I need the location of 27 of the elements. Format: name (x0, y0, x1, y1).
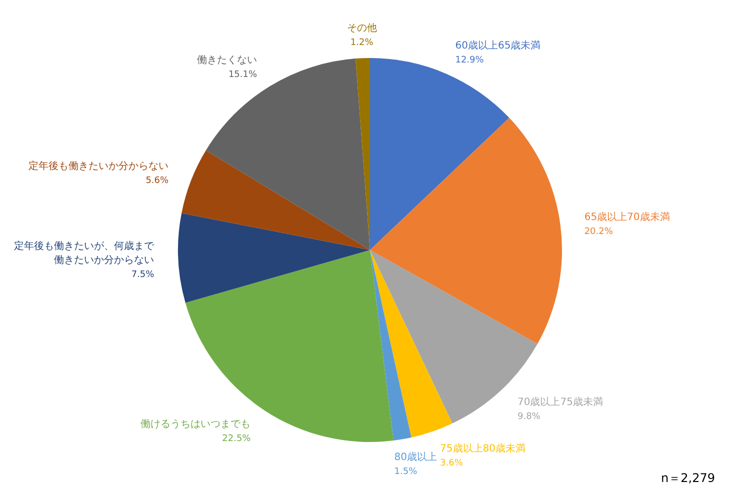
slice-label: 65歳以上70歳未満 (584, 211, 670, 224)
data-label: 15.1% (228, 70, 258, 80)
data-label: 1.2% (350, 38, 374, 48)
data-label: 7.5% (131, 270, 155, 280)
data-label: 9.8% (517, 412, 541, 422)
pie-slice (370, 118, 562, 344)
slice-label: 60歳以上65歳未満 (455, 40, 541, 52)
pie-slice (182, 150, 370, 250)
slice-label: 働けるうちはいつまでも (140, 418, 251, 430)
text: n＝2,279 (661, 471, 715, 485)
data-label: 5.6% (146, 176, 170, 186)
pie-slice (356, 58, 370, 250)
pie-slice (178, 213, 370, 303)
data-label: 3.6% (440, 458, 464, 468)
pie-slice (370, 250, 412, 441)
data-label: 20.2% (584, 227, 614, 238)
slice-label: その他 (346, 22, 377, 34)
slice-label: 定年後も働きたいか分からない (28, 160, 169, 172)
data-label: 12.9% (455, 56, 484, 66)
slice-label: 75歳以上80歳未満 (440, 442, 526, 454)
slice-label: 定年後も働きたいが、何歳まで働きたいか分からない (14, 240, 156, 266)
data-label: 22.5% (222, 434, 252, 444)
slice-label: 70歳以上75歳未満 (517, 396, 603, 408)
slice-label: 働きたくない (197, 54, 258, 66)
slice-label: 80歳以上 (394, 450, 438, 463)
pie-slice (370, 250, 452, 438)
data-label: 1.5% (394, 466, 418, 477)
